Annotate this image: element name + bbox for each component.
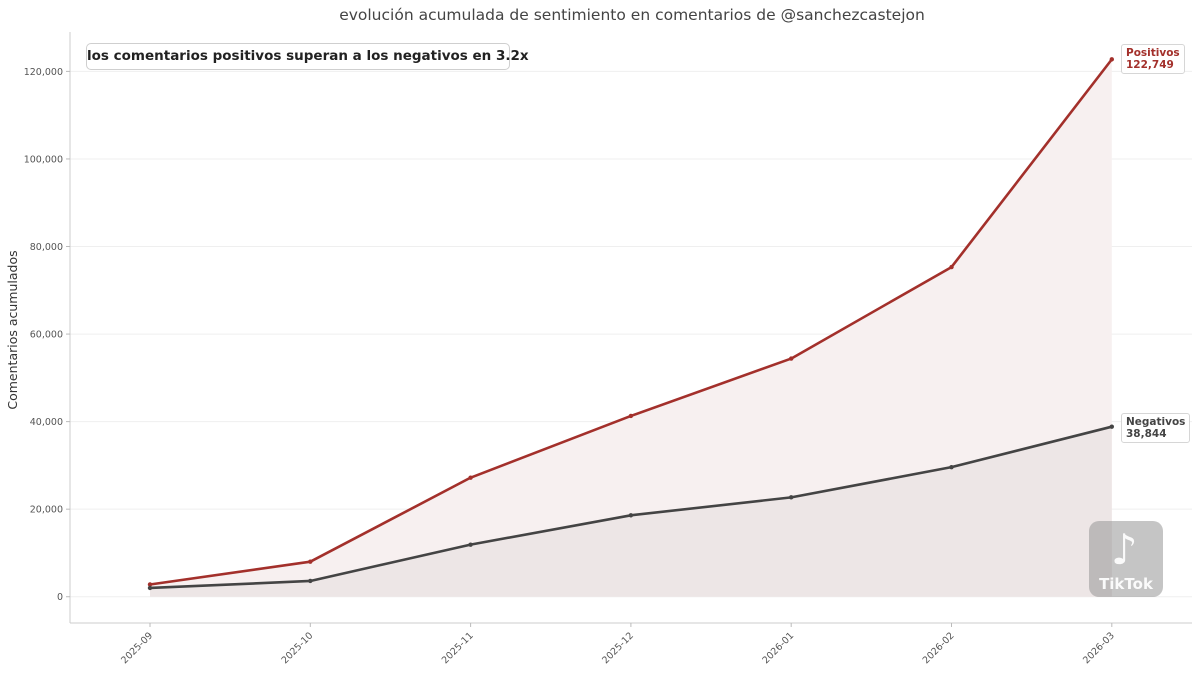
series-points	[147, 57, 1115, 591]
point-negativos-2025-09	[147, 585, 153, 591]
point-positivos-2025-11	[468, 475, 473, 480]
y-tick-label-20000: 20,000	[30, 505, 63, 516]
point-negativos-2025-11	[468, 542, 473, 547]
point-positivos-2025-09	[147, 582, 153, 587]
end-label-negativos-name: Negativos	[1126, 416, 1186, 428]
area-positivos	[150, 59, 1112, 597]
end-label-negativos: Negativos 38,844	[1121, 413, 1191, 443]
y-tick-label-100000: 100,000	[24, 154, 63, 165]
y-axis-label: Comentarios acumulados	[5, 250, 20, 409]
y-tick-label-80000: 80,000	[30, 242, 63, 253]
x-tick-label-2026-03: 2026-03	[1081, 630, 1117, 666]
x-tick-label-2025-12: 2025-12	[600, 630, 636, 666]
x-tick-label-2026-01: 2026-01	[760, 630, 796, 666]
end-label-negativos-value: 38,844	[1126, 428, 1167, 440]
chart-title: evolución acumulada de sentimiento en co…	[339, 6, 925, 24]
tiktok-logo-text: TikTok	[1099, 575, 1153, 593]
ratio-annotation: los comentarios positivos superan a los …	[86, 43, 529, 70]
y-tick-label-40000: 40,000	[30, 417, 63, 428]
y-tick-label-60000: 60,000	[30, 330, 63, 341]
x-tick-label-2025-10: 2025-10	[280, 630, 316, 666]
point-positivos-2026-02	[949, 264, 954, 270]
point-negativos-2026-01	[789, 495, 794, 500]
tiktok-logo: ♪ TikTok	[1089, 521, 1163, 597]
end-label-positivos: Positivos 122,749	[1121, 44, 1185, 74]
tiktok-note-icon: ♪	[1111, 525, 1138, 574]
y-tick-label-0: 0	[57, 592, 63, 603]
area-fills	[150, 59, 1112, 597]
end-label-positivos-name: Positivos	[1126, 47, 1180, 59]
x-tick-label-2025-09: 2025-09	[119, 630, 155, 666]
point-positivos-2026-01	[789, 356, 794, 361]
point-negativos-2025-12	[628, 513, 634, 518]
point-positivos-2026-03	[1109, 57, 1115, 62]
point-negativos-2026-03	[1109, 424, 1115, 429]
x-tick-label-2025-11: 2025-11	[440, 630, 476, 666]
point-negativos-2025-10	[308, 578, 313, 584]
point-negativos-2026-02	[949, 464, 954, 470]
end-label-positivos-value: 122,749	[1126, 59, 1174, 71]
point-positivos-2025-12	[628, 413, 634, 419]
y-tick-label-120000: 120,000	[24, 67, 63, 78]
point-positivos-2025-10	[308, 559, 313, 564]
x-tick-label-2026-02: 2026-02	[921, 630, 957, 666]
area-negativos	[150, 426, 1112, 597]
